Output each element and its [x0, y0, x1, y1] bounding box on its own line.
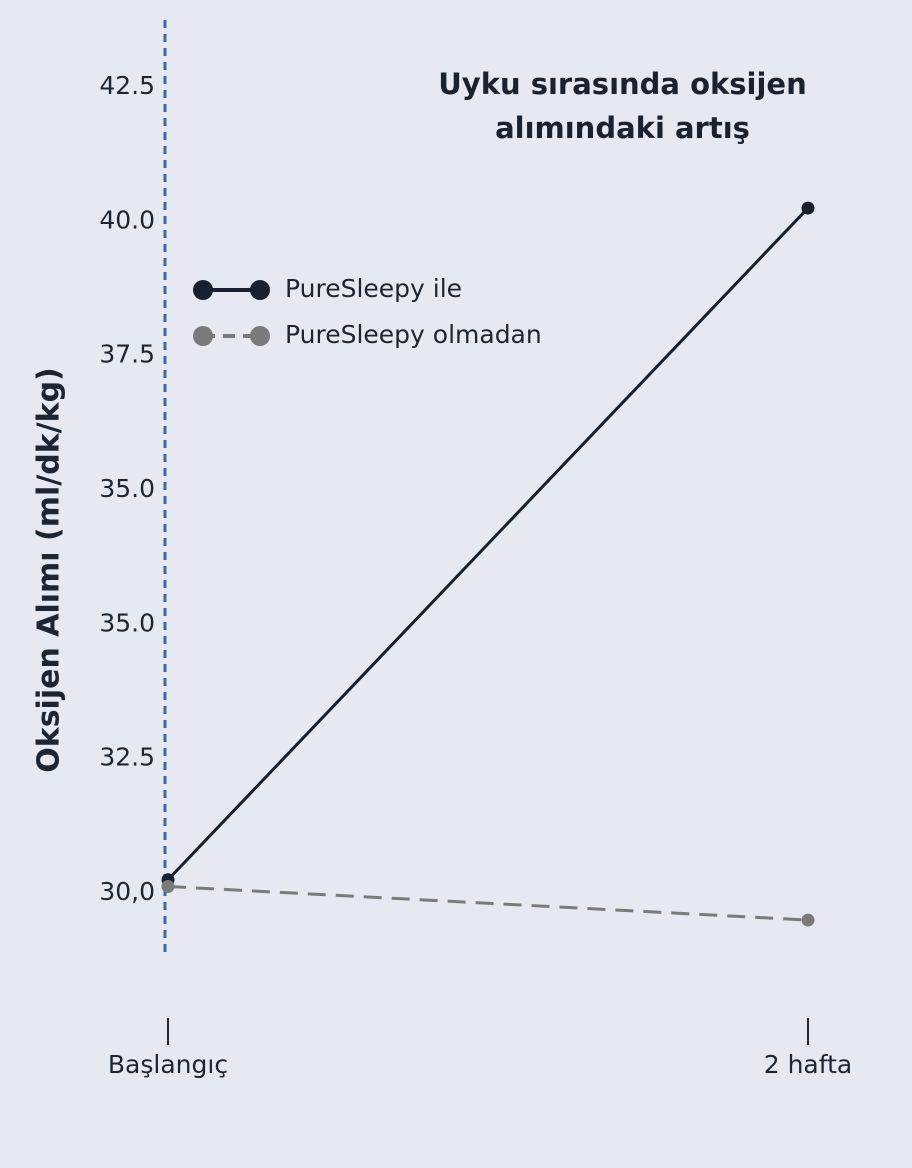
legend-label: PureSleepy ile: [285, 274, 462, 303]
y-tick-label: 35.0: [99, 608, 155, 637]
series-line: [167, 884, 809, 922]
y-tick-label: 32.5: [99, 743, 155, 772]
chart-title: Uyku sırasında oksijen alımındaki artış: [438, 67, 807, 145]
data-point: [801, 913, 815, 927]
legend-marker: [250, 280, 270, 300]
x-tick-label: 2 hafta: [764, 1050, 853, 1079]
y-tick-label: 37.5: [99, 340, 155, 369]
data-point: [161, 879, 175, 893]
y-tick-label: 30,0: [99, 877, 155, 906]
x-tick-label: Başlangıç: [108, 1050, 228, 1079]
y-tick-label: 35.0: [99, 474, 155, 503]
y-axis-label: Oksijen Alımı (ml/dk/kg): [32, 367, 67, 773]
legend-marker: [193, 326, 213, 346]
series-line: [166, 207, 810, 881]
data-point: [801, 201, 815, 215]
y-tick-label: 42.5: [99, 71, 155, 100]
legend-label: PureSleepy olmadan: [285, 320, 542, 349]
y-tick-label: 40.0: [99, 205, 155, 234]
legend-marker: [250, 326, 270, 346]
legend-marker: [193, 280, 213, 300]
